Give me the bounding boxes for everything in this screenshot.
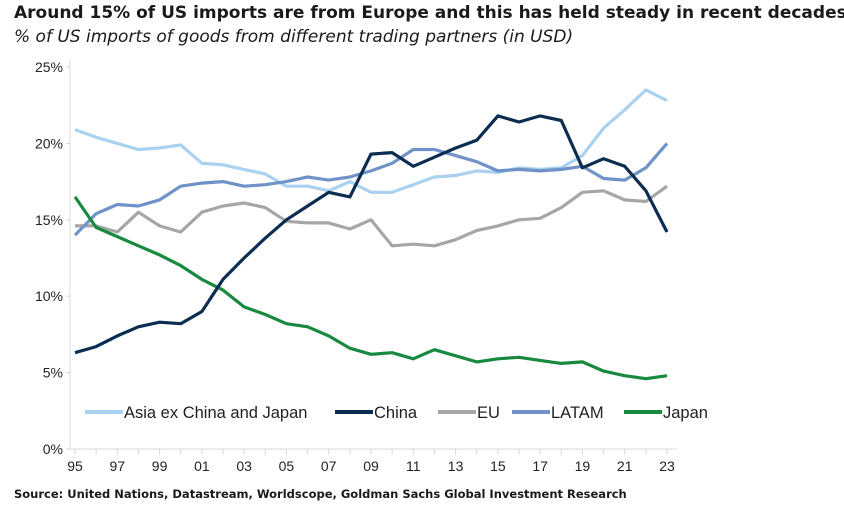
series-line-latam	[73, 142, 669, 237]
x-tick-label: 19	[575, 458, 591, 474]
y-tick-label: 5%	[43, 365, 63, 381]
legend-label: China	[374, 404, 418, 422]
x-tick-label: 05	[279, 458, 295, 474]
series-line-eu	[75, 184, 668, 248]
chart-subtitle: % of US imports of goods from different …	[14, 27, 574, 47]
x-tick-label: 97	[109, 458, 125, 474]
y-tick-label: 20%	[35, 135, 63, 151]
legend-label: LATAM	[551, 404, 604, 422]
x-tick-label: 07	[321, 458, 337, 474]
x-tick-label: 13	[448, 458, 464, 474]
x-tick-label: 03	[236, 458, 252, 474]
source-note: Source: United Nations, Datastream, Worl…	[14, 487, 627, 501]
series-line-china	[74, 114, 669, 355]
x-tick-label: 15	[490, 458, 506, 474]
x-tick-label: 11	[406, 458, 421, 474]
legend-label: Asia ex China and Japan	[124, 404, 307, 422]
x-tick-label: 23	[659, 458, 675, 474]
y-tick-label: 25%	[35, 59, 63, 75]
x-tick-label: 01	[194, 458, 210, 474]
y-tick-label: 0%	[43, 441, 63, 457]
y-tick-label: 15%	[35, 212, 63, 228]
legend-label: EU	[477, 404, 500, 422]
x-tick-label: 99	[152, 458, 168, 474]
series-line-japan	[73, 195, 668, 381]
x-tick-label: 21	[617, 458, 633, 474]
series-line-asia-ex-china-and-japan	[74, 88, 668, 194]
x-tick-label: 09	[363, 458, 379, 474]
legend-label: Japan	[663, 404, 708, 422]
x-tick-label: 17	[532, 458, 548, 474]
x-tick-label: 95	[67, 458, 83, 474]
y-tick-label: 10%	[35, 288, 63, 304]
chart-title: Around 15% of US imports are from Europe…	[14, 3, 844, 23]
